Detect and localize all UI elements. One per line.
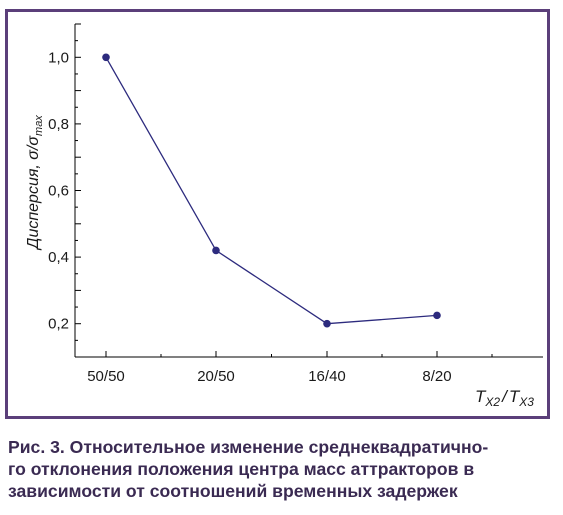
y-tick-label: 0,2 — [48, 316, 69, 333]
y-tick-label: 0,4 — [48, 249, 69, 266]
chart-frame: 0,2 0,4 0,6 0,8 1,0 50/50 20/50 16/40 8/20 Дисп… — [5, 9, 550, 419]
caption-line: Рис. 3. Относительное изменение среднекв… — [8, 437, 489, 457]
y-tick-label: 0,6 — [48, 183, 69, 200]
data-series — [102, 53, 441, 328]
x-tick-label: 8/20 — [422, 368, 451, 385]
y-tick-label: 0,8 — [48, 116, 69, 133]
series-line — [105, 56, 438, 325]
y-tick-label: 1,0 — [48, 49, 69, 66]
caption-line: зависимости от соотношений временных зад… — [8, 481, 458, 501]
y-axis-ticks: 0,2 0,4 0,6 0,8 1,0 — [48, 23, 81, 358]
data-point — [323, 319, 331, 328]
x-axis-ticks: 50/50 20/50 16/40 8/20 — [87, 351, 493, 385]
chart-axes — [74, 24, 543, 358]
x-axis-label: TX2/TX3 — [475, 387, 534, 409]
x-tick-label: 16/40 — [308, 368, 346, 385]
data-point — [212, 246, 220, 255]
y-axis-label: Дисперсия, σ/σmax — [25, 115, 45, 251]
x-tick-label: 20/50 — [197, 368, 235, 385]
data-point — [433, 311, 441, 320]
caption-line: го отклонения положения центра масс аттр… — [8, 459, 475, 479]
x-tick-label: 50/50 — [87, 368, 125, 385]
data-point — [102, 53, 110, 62]
figure-caption: Рис. 3. Относительное изменение среднекв… — [8, 436, 556, 502]
line-chart: 0,2 0,4 0,6 0,8 1,0 50/50 20/50 16/40 8/20 Дисп… — [25, 23, 543, 409]
